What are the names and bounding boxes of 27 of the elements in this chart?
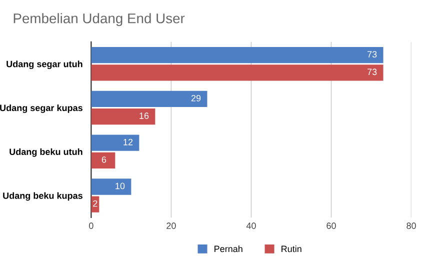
x-tick-label: 20	[166, 222, 176, 229]
bar	[91, 90, 208, 108]
chart-title: Pembelian Udang End User	[14, 13, 185, 26]
x-tick-label: 0	[89, 222, 94, 229]
bar	[91, 134, 140, 151]
legend-label: Pernah	[214, 245, 242, 252]
data-label: 10	[116, 182, 125, 190]
data-label: 73	[368, 68, 377, 76]
data-label: 12	[124, 138, 133, 146]
bar	[91, 152, 116, 168]
data-label: 29	[191, 95, 201, 102]
bar	[91, 178, 132, 195]
data-label: 6	[102, 156, 106, 163]
bar	[91, 47, 384, 64]
legend-label: Rutin	[282, 245, 302, 252]
y-tick-label: Udang segar kupas	[0, 104, 82, 113]
bar	[91, 64, 384, 81]
y-tick-label: Udang beku utuh	[10, 148, 82, 157]
y-tick-label: Udang beku kupas	[3, 192, 82, 201]
x-tick-label: 80	[406, 222, 416, 229]
data-label: 2	[93, 200, 98, 207]
data-label: 73	[368, 51, 377, 58]
data-label: 16	[140, 112, 149, 119]
x-tick-label: 40	[246, 222, 256, 229]
y-tick-label: Udang segar utuh	[6, 60, 82, 70]
x-tick-label: 60	[326, 222, 336, 229]
bar	[91, 108, 156, 125]
